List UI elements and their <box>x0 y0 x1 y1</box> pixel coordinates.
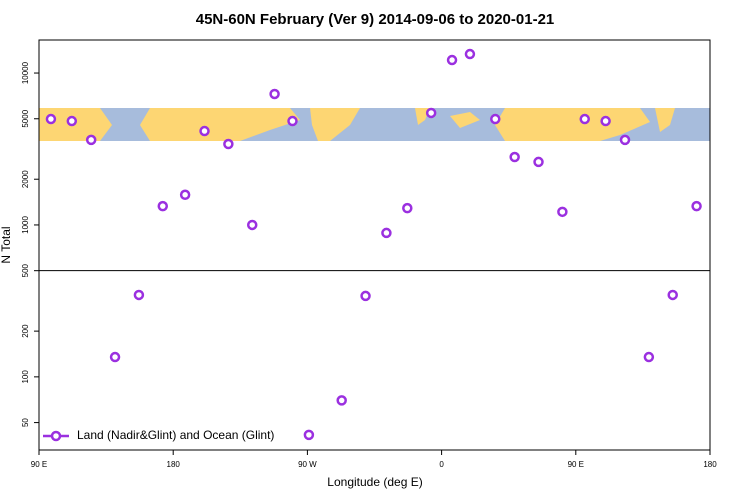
x-tick-label: 0 <box>439 460 444 469</box>
data-point <box>360 290 371 302</box>
y-tick-label: 5000 <box>21 109 30 127</box>
y-tick-label: 1000 <box>21 215 30 233</box>
map-band <box>39 108 710 141</box>
data-point <box>303 429 315 441</box>
data-point <box>381 227 392 239</box>
y-axis-label: N Total <box>0 226 13 263</box>
data-point <box>643 351 655 363</box>
x-tick-label: 180 <box>703 460 717 469</box>
data-point <box>425 107 437 119</box>
chart-title: 45N-60N February (Ver 9) 2014-09-06 to 2… <box>196 11 555 28</box>
x-tick-label: 180 <box>167 460 181 469</box>
data-point <box>269 88 280 100</box>
data-point <box>45 113 57 125</box>
data-point <box>557 206 568 218</box>
data-point <box>691 200 702 212</box>
data-point <box>179 189 191 201</box>
data-point <box>446 54 458 66</box>
data-point <box>579 113 590 125</box>
data-point <box>667 289 678 301</box>
data-point <box>66 115 78 127</box>
x-tick-label: 90 E <box>568 460 584 469</box>
data-point <box>336 395 347 406</box>
x-tick-label: 90 E <box>31 460 47 469</box>
data-point <box>464 48 476 60</box>
data-point <box>109 351 121 363</box>
x-tick-label: 90 W <box>298 460 317 469</box>
data-point <box>246 219 258 231</box>
data-point <box>85 134 97 146</box>
legend-label: Land (Nadir&Glint) and Ocean (Glint) <box>77 428 274 442</box>
data-point <box>490 113 501 125</box>
y-tick-label: 2000 <box>21 170 30 188</box>
data-point <box>600 115 611 127</box>
y-tick-label: 100 <box>21 370 30 384</box>
data-point <box>509 151 520 163</box>
data-point <box>199 125 210 137</box>
data-point <box>402 202 413 214</box>
x-axis-label: Longitude (deg E) <box>327 475 422 489</box>
data-point <box>533 156 544 168</box>
data-point <box>287 115 298 127</box>
y-tick-label: 10000 <box>21 61 30 84</box>
data-point <box>157 200 169 212</box>
data-point <box>619 134 631 146</box>
y-tick-label: 200 <box>21 324 30 338</box>
data-point <box>223 138 234 150</box>
plot-frame <box>38 39 711 451</box>
y-tick-label: 500 <box>21 263 30 277</box>
y-tick-label: 50 <box>21 418 30 427</box>
legend-marker <box>50 430 62 442</box>
data-point <box>133 289 145 301</box>
